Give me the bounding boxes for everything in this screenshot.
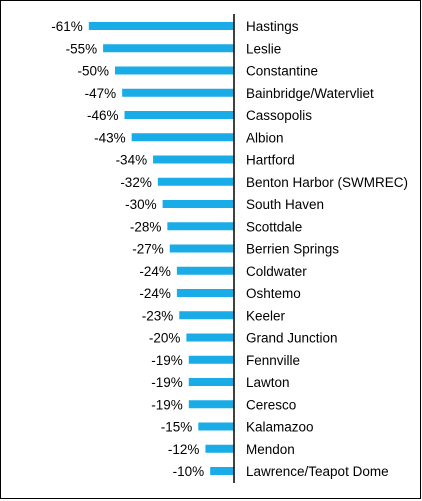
data-label: -10% <box>173 464 205 479</box>
category-label: Constantine <box>246 64 318 79</box>
data-label: -50% <box>77 64 109 79</box>
data-label: -32% <box>120 175 152 190</box>
data-label: -20% <box>149 331 181 346</box>
bar <box>124 111 234 119</box>
category-label: Benton Harbor (SWMREC) <box>246 175 408 190</box>
data-label: -34% <box>116 153 148 168</box>
category-label: Leslie <box>246 41 281 56</box>
bar <box>210 467 234 475</box>
data-label: -55% <box>66 41 98 56</box>
bar <box>176 289 234 297</box>
category-label: Berrien Springs <box>246 242 339 257</box>
bar <box>198 422 234 431</box>
data-label: -19% <box>151 375 183 390</box>
bar <box>176 266 234 275</box>
bar <box>188 400 234 409</box>
data-label: -28% <box>130 219 162 234</box>
data-label: -15% <box>161 420 193 435</box>
category-label: Cassopolis <box>246 108 312 123</box>
category-label: Albion <box>246 130 284 145</box>
data-label: -30% <box>125 197 157 212</box>
category-label: Kalamazoo <box>246 420 314 435</box>
bars-group <box>88 22 234 475</box>
data-label: -46% <box>87 108 119 123</box>
category-label: South Haven <box>246 197 324 212</box>
category-label: Lawton <box>246 375 290 390</box>
data-label: -19% <box>151 353 183 368</box>
bar <box>103 44 234 53</box>
data-label: -24% <box>139 264 171 279</box>
bar <box>153 155 234 164</box>
data-label: -61% <box>51 19 83 34</box>
bar <box>205 444 234 453</box>
data-label: -43% <box>94 130 126 145</box>
bar <box>162 200 234 208</box>
category-label: Scottdale <box>246 219 302 234</box>
bar <box>157 177 234 186</box>
bar <box>188 355 234 364</box>
bar <box>179 311 234 320</box>
bar <box>122 88 234 97</box>
bar <box>188 378 234 386</box>
category-label: Mendon <box>246 442 295 457</box>
labels-group: -61% Hastings -55% Leslie -50% Constantine -47… <box>51 19 408 479</box>
bar <box>115 66 234 75</box>
category-label: Oshtemo <box>246 286 301 301</box>
data-label: -12% <box>168 442 200 457</box>
bar <box>167 222 234 231</box>
category-label: Lawrence/Teapot Dome <box>246 464 389 479</box>
bar <box>169 244 234 253</box>
category-label: Ceresco <box>246 397 296 412</box>
data-label: -27% <box>132 242 164 257</box>
category-label: Hastings <box>246 19 299 34</box>
bar <box>88 22 234 30</box>
category-label: Coldwater <box>246 264 307 279</box>
category-label: Keeler <box>246 308 286 323</box>
data-label: -23% <box>142 308 174 323</box>
category-label: Grand Junction <box>246 331 338 346</box>
category-label: Fennville <box>246 353 300 368</box>
category-label: Hartford <box>246 153 295 168</box>
bar <box>131 133 234 142</box>
bar <box>186 333 234 342</box>
data-label: -19% <box>151 397 183 412</box>
data-label: -47% <box>85 86 117 101</box>
data-label: -24% <box>139 286 171 301</box>
category-label: Bainbridge/Watervliet <box>246 86 374 101</box>
